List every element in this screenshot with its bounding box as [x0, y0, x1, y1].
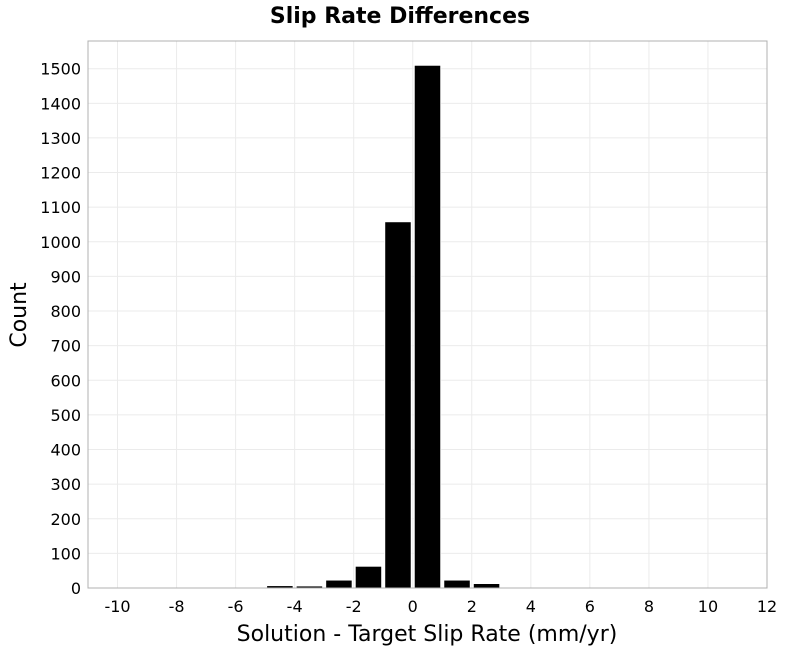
- histogram-bar: [443, 579, 471, 589]
- y-tick-label: 800: [50, 302, 81, 321]
- histogram-bar: [354, 565, 383, 589]
- x-tick-label: -2: [346, 597, 362, 616]
- histogram-bar: [384, 221, 412, 589]
- x-tick-label: -6: [228, 597, 244, 616]
- y-tick-label: 0: [71, 579, 81, 598]
- y-tick-label: 100: [50, 544, 81, 563]
- y-tick-label: 500: [50, 406, 81, 425]
- y-tick-label: 1500: [40, 60, 81, 79]
- y-tick-label: 400: [50, 441, 81, 460]
- x-tick-label: 8: [644, 597, 654, 616]
- histogram-bar: [472, 582, 501, 589]
- x-tick-label: 10: [698, 597, 718, 616]
- y-tick-label: 200: [50, 510, 81, 529]
- y-axis-label: Count: [7, 282, 32, 348]
- chart-title: Slip Rate Differences: [270, 4, 530, 29]
- x-tick-label: -10: [104, 597, 130, 616]
- x-tick-label: 6: [585, 597, 595, 616]
- y-tick-label: 300: [50, 475, 81, 494]
- x-tick-label: 2: [467, 597, 477, 616]
- plot-frame: [87, 40, 768, 589]
- y-tick-label: 700: [50, 337, 81, 356]
- x-tick-label: -8: [169, 597, 185, 616]
- x-tick-label: 0: [408, 597, 418, 616]
- x-tick-label: 4: [526, 597, 536, 616]
- x-tick-label: -4: [287, 597, 303, 616]
- x-axis-label: Solution - Target Slip Rate (mm/yr): [237, 622, 618, 647]
- y-tick-label: 1100: [40, 198, 81, 217]
- histogram-bar: [325, 579, 353, 589]
- x-tick-label: 12: [757, 597, 777, 616]
- y-tick-label: 1400: [40, 94, 81, 113]
- y-tick-label: 600: [50, 371, 81, 390]
- histogram-bar: [413, 64, 442, 589]
- bars: [148, 64, 560, 589]
- y-tick-label: 1000: [40, 233, 81, 252]
- y-tick-label: 900: [50, 267, 81, 286]
- y-tick-label: 1300: [40, 129, 81, 148]
- y-tick-label: 1200: [40, 164, 81, 183]
- tick-labels: -10 -8 -6 -4 -2 0 2 4 6 8 10 12 0 100 200 300 400 500 600 7…: [40, 60, 777, 616]
